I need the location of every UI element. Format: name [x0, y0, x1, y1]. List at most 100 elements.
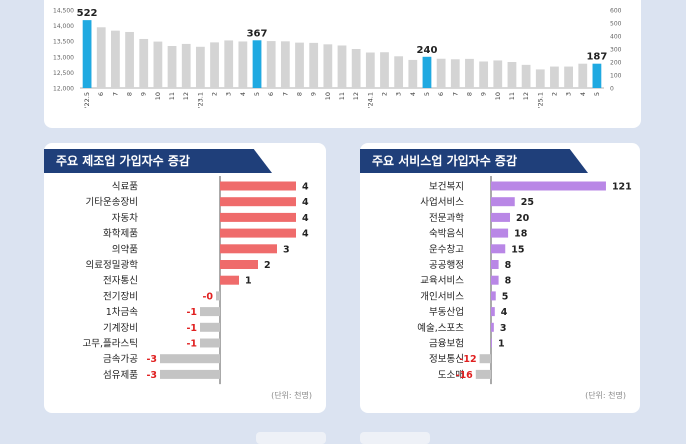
month-bar	[493, 60, 503, 88]
month-tick-label: 10	[324, 92, 332, 100]
value-bar	[220, 197, 296, 207]
month-bar	[394, 56, 404, 88]
y-left-tick: 14,000	[53, 23, 74, 30]
value-bar	[491, 197, 515, 207]
value-bar	[491, 307, 495, 317]
y-right-tick: 200	[610, 60, 622, 67]
month-tick-label: 8	[126, 92, 134, 96]
value-label: 121	[612, 182, 632, 193]
month-bar	[450, 59, 460, 88]
category-label: 공공행정	[429, 259, 464, 271]
value-label: -1	[186, 307, 197, 318]
month-bar	[224, 40, 234, 88]
month-tick-label: 9	[140, 92, 148, 96]
month-tick-label: 7	[281, 92, 289, 96]
month-tick-label: 2	[211, 92, 219, 96]
y-right-tick: 400	[610, 34, 622, 41]
category-label: 전문과학	[429, 213, 464, 224]
value-bar	[491, 228, 509, 238]
month-tick-label: 12	[352, 92, 360, 100]
value-label: -1	[186, 339, 197, 350]
month-bar	[82, 20, 92, 88]
value-bar	[491, 275, 499, 285]
month-bar	[280, 41, 290, 88]
value-label: 1	[245, 276, 252, 287]
category-label: 금융보험	[429, 339, 464, 350]
services-unit: (단위: 천명)	[585, 391, 626, 400]
services-panel: 주요 서비스업 가입자수 증감 보건복지 121 사업서비스 25 전문과학 20 숙박음식…	[360, 143, 640, 413]
category-label: 개인서비스	[420, 291, 464, 302]
month-bar	[238, 41, 248, 88]
manufacturing-bar-chart: 식료품 4 기타운송장비 4 자동차 4 화학제품 4 의약품 3 의료정밀광학 2 전자통신 1 전기장비…	[83, 176, 309, 385]
month-tick-label: 6	[97, 92, 105, 96]
value-label: 2	[264, 260, 271, 271]
month-bar	[436, 58, 446, 88]
month-tick-label: 10	[494, 92, 502, 100]
category-label: 전기장비	[103, 291, 138, 302]
month-bar	[380, 52, 389, 88]
value-label: 3	[500, 323, 507, 334]
category-label: 사업서비스	[420, 196, 464, 208]
y-right-tick: 0	[610, 86, 614, 93]
month-tick-label: 4	[579, 92, 587, 96]
value-bar	[200, 307, 220, 317]
month-bar	[578, 63, 588, 88]
month-bar	[181, 43, 191, 88]
value-label: 20	[516, 213, 530, 224]
month-tick-label: 11	[338, 92, 346, 100]
category-label: 식료품	[112, 182, 138, 193]
month-bar	[167, 46, 177, 88]
month-bar-label: 522	[77, 8, 98, 19]
value-label: 4	[302, 182, 309, 193]
value-label: 4	[302, 229, 309, 240]
month-tick-label: 5	[423, 92, 431, 96]
month-bar	[139, 38, 149, 88]
value-bar	[491, 212, 510, 222]
month-tick-label: 4	[239, 92, 247, 96]
month-tick-label: '24.1	[366, 92, 374, 108]
value-label: 4	[302, 197, 309, 208]
month-bar	[592, 63, 602, 88]
month-bar	[422, 56, 432, 88]
month-tick-label: 3	[225, 92, 233, 96]
manufacturing-panel: 주요 제조업 가입자수 증감 식료품 4 기타운송장비 4 자동차 4 화학제품 4 의약품 3 의…	[44, 143, 326, 413]
month-bar	[365, 52, 375, 88]
value-bar	[220, 228, 296, 238]
category-label: 의료정밀광학	[86, 259, 139, 271]
month-bar	[266, 41, 276, 88]
month-bar-label: 187	[586, 52, 607, 63]
y-left-tick: 13,000	[53, 54, 74, 61]
category-label: 예술,스포츠	[417, 323, 464, 334]
value-label: 15	[511, 244, 524, 255]
value-bar	[220, 181, 296, 191]
month-tick-label: 12	[182, 92, 190, 100]
category-label: 금속가공	[103, 354, 138, 365]
month-tick-label: 5	[253, 92, 261, 96]
value-label: 25	[521, 197, 534, 208]
month-tick-label: 8	[465, 92, 473, 96]
value-bar	[491, 291, 496, 301]
value-label: -16	[456, 370, 474, 381]
month-bar	[535, 69, 545, 88]
month-tick-label: '22.5	[83, 92, 91, 108]
month-tick-label: 6	[267, 92, 275, 96]
month-bar	[521, 64, 531, 88]
month-tick-label: 3	[565, 92, 573, 96]
value-bar	[475, 369, 491, 379]
value-bar	[160, 354, 220, 364]
value-bar	[200, 322, 220, 332]
value-label: 3	[283, 244, 290, 255]
value-label: 8	[505, 276, 512, 287]
category-label: 자동차	[112, 212, 138, 224]
value-bar	[216, 291, 220, 301]
value-label: -1	[186, 323, 197, 334]
month-tick-label: 2	[380, 92, 388, 96]
value-label: -3	[146, 370, 157, 381]
month-tick-label: 7	[451, 92, 459, 96]
month-tick-label: 9	[310, 92, 318, 96]
month-bar	[550, 66, 559, 88]
month-bar	[153, 41, 163, 88]
value-bar	[220, 244, 277, 254]
category-label: 도소매	[438, 370, 464, 381]
month-tick-label: 8	[296, 92, 304, 96]
